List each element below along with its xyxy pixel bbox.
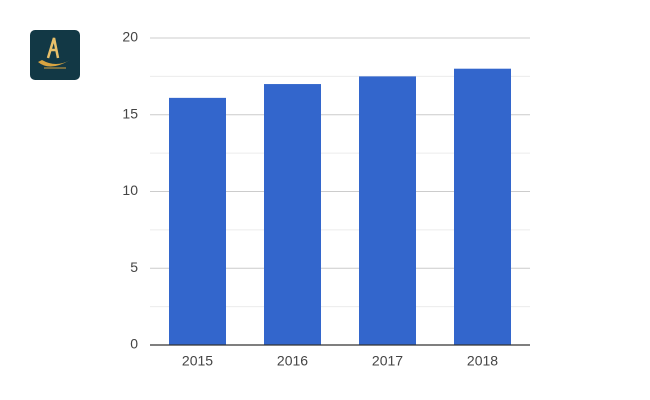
x-tick-label: 2018 — [467, 353, 498, 369]
x-tick-label: 2017 — [372, 353, 403, 369]
logo-letter — [46, 37, 60, 59]
y-tick-label: 0 — [130, 336, 138, 352]
x-tick-label: 2016 — [277, 353, 308, 369]
y-tick-label: 5 — [130, 259, 138, 275]
bar — [169, 97, 226, 346]
y-tick-label: 20 — [122, 29, 138, 45]
y-tick-label: 10 — [122, 182, 138, 198]
logo — [30, 30, 80, 80]
bar — [264, 84, 321, 346]
logo-background — [30, 30, 80, 80]
x-tick-label: 2015 — [182, 353, 213, 369]
logo-swoosh — [38, 60, 70, 67]
bar — [359, 76, 416, 345]
y-tick-label: 15 — [122, 105, 138, 121]
bar — [454, 68, 511, 345]
